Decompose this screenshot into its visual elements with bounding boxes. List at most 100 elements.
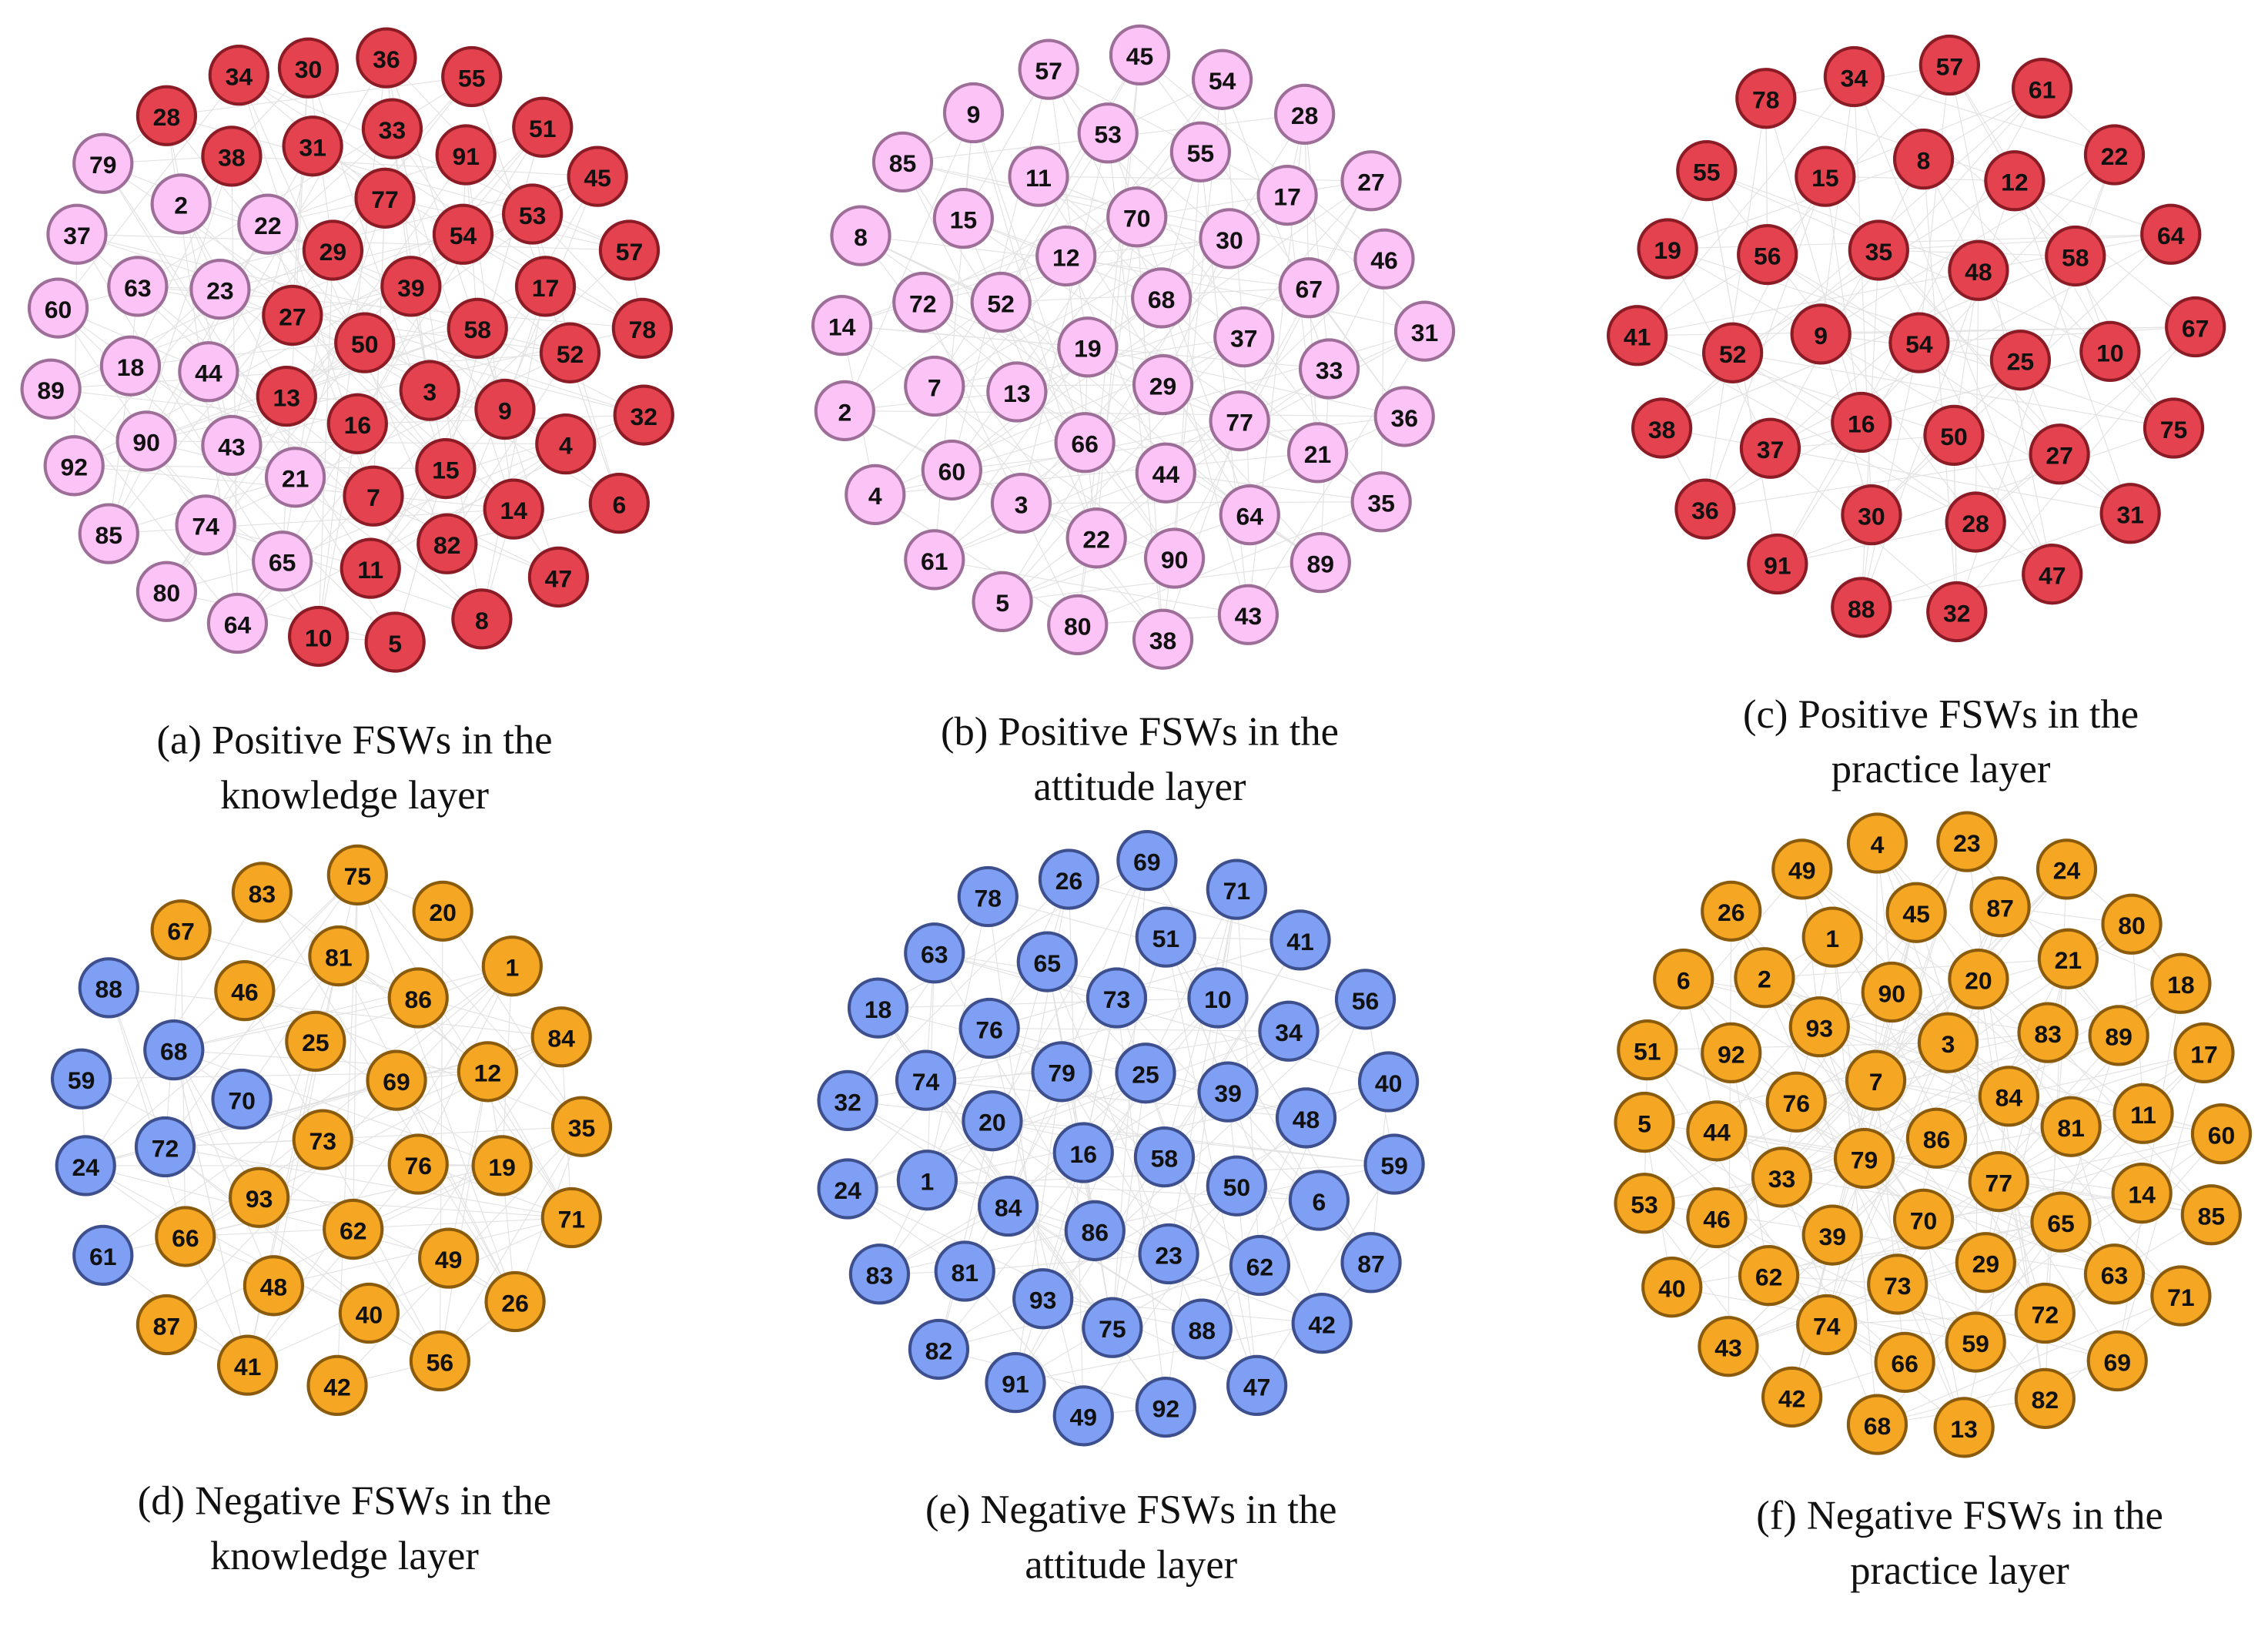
- edge: [1016, 151, 1201, 393]
- edge: [1048, 69, 1089, 347]
- node-label: 89: [37, 377, 65, 404]
- node: [1169, 121, 1232, 182]
- node-label: 14: [828, 313, 856, 340]
- node-label: 43: [1235, 602, 1263, 630]
- node-label: 79: [89, 151, 117, 179]
- edge: [1286, 195, 1319, 453]
- node-label: 92: [1152, 1394, 1180, 1422]
- node: [1138, 1223, 1199, 1285]
- node-label: 65: [2047, 1210, 2075, 1237]
- node: [1968, 1150, 2029, 1213]
- edge: [1637, 76, 1855, 336]
- edge: [1826, 1043, 1949, 1325]
- edge: [1764, 958, 2069, 979]
- edge: [173, 1049, 249, 1366]
- node-label: 93: [1029, 1287, 1057, 1314]
- node-label: 40: [1375, 1069, 1403, 1097]
- node: [1038, 848, 1100, 910]
- edge: [247, 1217, 572, 1366]
- node-label: 72: [152, 1134, 179, 1162]
- node: [1955, 1232, 2016, 1294]
- edge: [875, 494, 1079, 625]
- node-label: 30: [1216, 226, 1243, 254]
- edge: [1966, 841, 2119, 1036]
- node-label: 3: [1942, 1030, 1955, 1058]
- node: [201, 414, 263, 477]
- node-label: 10: [1204, 986, 1232, 1013]
- node-label: 3: [1015, 491, 1029, 519]
- node-label: 33: [1316, 356, 1343, 384]
- node-label: 42: [1308, 1311, 1336, 1339]
- node-label: 40: [1658, 1275, 1686, 1303]
- edge: [988, 1028, 1237, 1186]
- edge: [1795, 1101, 1976, 1343]
- node: [481, 935, 543, 997]
- node-label: 64: [1236, 503, 1264, 530]
- node: [1674, 478, 1736, 540]
- node-label: 38: [218, 144, 246, 172]
- node: [262, 284, 323, 346]
- node-label: 75: [344, 862, 372, 890]
- edge: [1002, 420, 1240, 602]
- node: [1054, 412, 1116, 474]
- caption: (b) Positive FSWs in the: [941, 709, 1339, 754]
- edge: [429, 390, 559, 577]
- node: [1888, 312, 1950, 373]
- node: [2143, 397, 2205, 459]
- node: [514, 256, 577, 317]
- node: [1171, 1298, 1233, 1360]
- node: [1841, 484, 1902, 546]
- node-label: 66: [172, 1224, 199, 1252]
- node: [354, 167, 416, 229]
- node-label: 73: [309, 1127, 337, 1155]
- node: [1738, 1245, 1800, 1307]
- node-label: 29: [1149, 373, 1177, 400]
- node-label: 45: [1902, 900, 1930, 928]
- edge: [1048, 69, 1288, 196]
- edge: [988, 1028, 1084, 1416]
- node-label: 81: [951, 1259, 978, 1287]
- node: [970, 271, 1032, 333]
- node-label: 67: [2182, 314, 2209, 342]
- edge: [1000, 302, 1250, 516]
- edge: [1174, 180, 1372, 559]
- node-label: 15: [950, 206, 978, 234]
- edge: [989, 939, 1301, 1029]
- node-label: 44: [195, 360, 222, 387]
- edge: [1875, 1079, 2072, 1127]
- edge: [102, 162, 296, 478]
- node-label: 67: [167, 918, 195, 946]
- edge: [165, 1126, 582, 1148]
- edge: [1644, 1122, 1905, 1363]
- node-label: 83: [249, 880, 276, 908]
- node-label: 6: [1313, 1188, 1326, 1216]
- node-label: 13: [1003, 380, 1031, 407]
- edge: [1825, 176, 2060, 455]
- node: [415, 437, 477, 500]
- node-label: 16: [1070, 1140, 1098, 1168]
- node: [1082, 1297, 1143, 1358]
- node-label: 20: [1965, 966, 1992, 994]
- edge: [1781, 937, 1833, 1178]
- node: [1969, 876, 2031, 938]
- node: [387, 1133, 449, 1195]
- node-label: 50: [1940, 423, 1968, 450]
- node-label: 2: [838, 398, 851, 426]
- node: [1258, 1000, 1320, 1062]
- node: [1340, 1232, 1402, 1294]
- edge: [1021, 501, 1382, 504]
- node-label: 86: [404, 986, 432, 1013]
- node: [598, 219, 661, 281]
- node: [1334, 969, 1397, 1030]
- edge: [1875, 843, 1878, 1081]
- node: [817, 1069, 878, 1132]
- node: [1936, 811, 1998, 872]
- edge: [1644, 1203, 1793, 1397]
- caption: attitude layer: [1025, 1542, 1237, 1587]
- node: [474, 378, 536, 440]
- edge: [1163, 889, 1237, 1157]
- edge: [50, 388, 283, 562]
- node: [1217, 584, 1280, 645]
- edge: [878, 997, 1218, 1009]
- edge: [353, 1126, 582, 1230]
